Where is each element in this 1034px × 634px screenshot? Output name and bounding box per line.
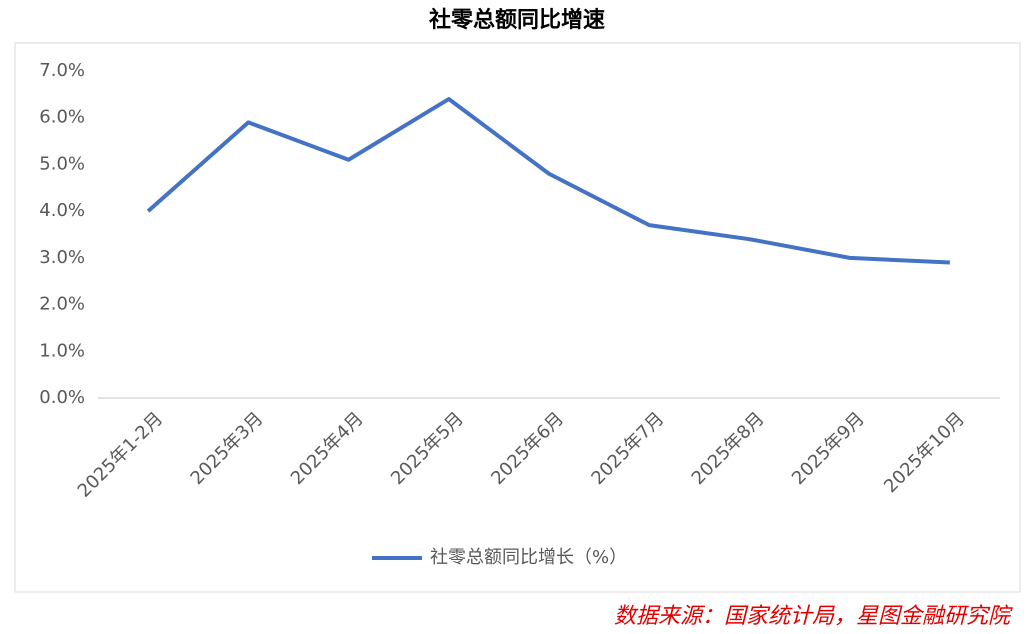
x-tick-label: 2025年10月 <box>880 408 969 497</box>
x-tick-label: 2025年7月 <box>587 408 668 489</box>
legend-label: 社零总额同比增长（%） <box>430 547 627 568</box>
y-tick-label: 3.0% <box>39 247 85 268</box>
x-tick-label: 2025年3月 <box>187 408 268 489</box>
chart-border <box>14 42 1021 593</box>
chart-title: 社零总额同比增速 <box>429 7 605 33</box>
x-tick-label: 2025年9月 <box>788 408 869 489</box>
y-tick-label: 6.0% <box>39 107 85 128</box>
x-tick-label: 2025年5月 <box>387 408 468 489</box>
x-tick-label: 2025年8月 <box>688 408 769 489</box>
x-tick-label: 2025年1-2月 <box>74 408 167 501</box>
y-tick-label: 5.0% <box>39 153 85 174</box>
y-tick-label: 0.0% <box>39 387 85 408</box>
data-line <box>146 97 950 265</box>
x-tick-label: 2025年6月 <box>487 408 568 489</box>
x-tick-label: 2025年4月 <box>287 408 368 489</box>
y-tick-label: 7.0% <box>39 60 85 81</box>
y-tick-label: 2.0% <box>39 294 85 315</box>
y-tick-label: 4.0% <box>39 200 85 221</box>
source-note: 数据来源：国家统计局，星图金融研究院 <box>614 604 1013 629</box>
y-tick-label: 1.0% <box>39 340 85 361</box>
